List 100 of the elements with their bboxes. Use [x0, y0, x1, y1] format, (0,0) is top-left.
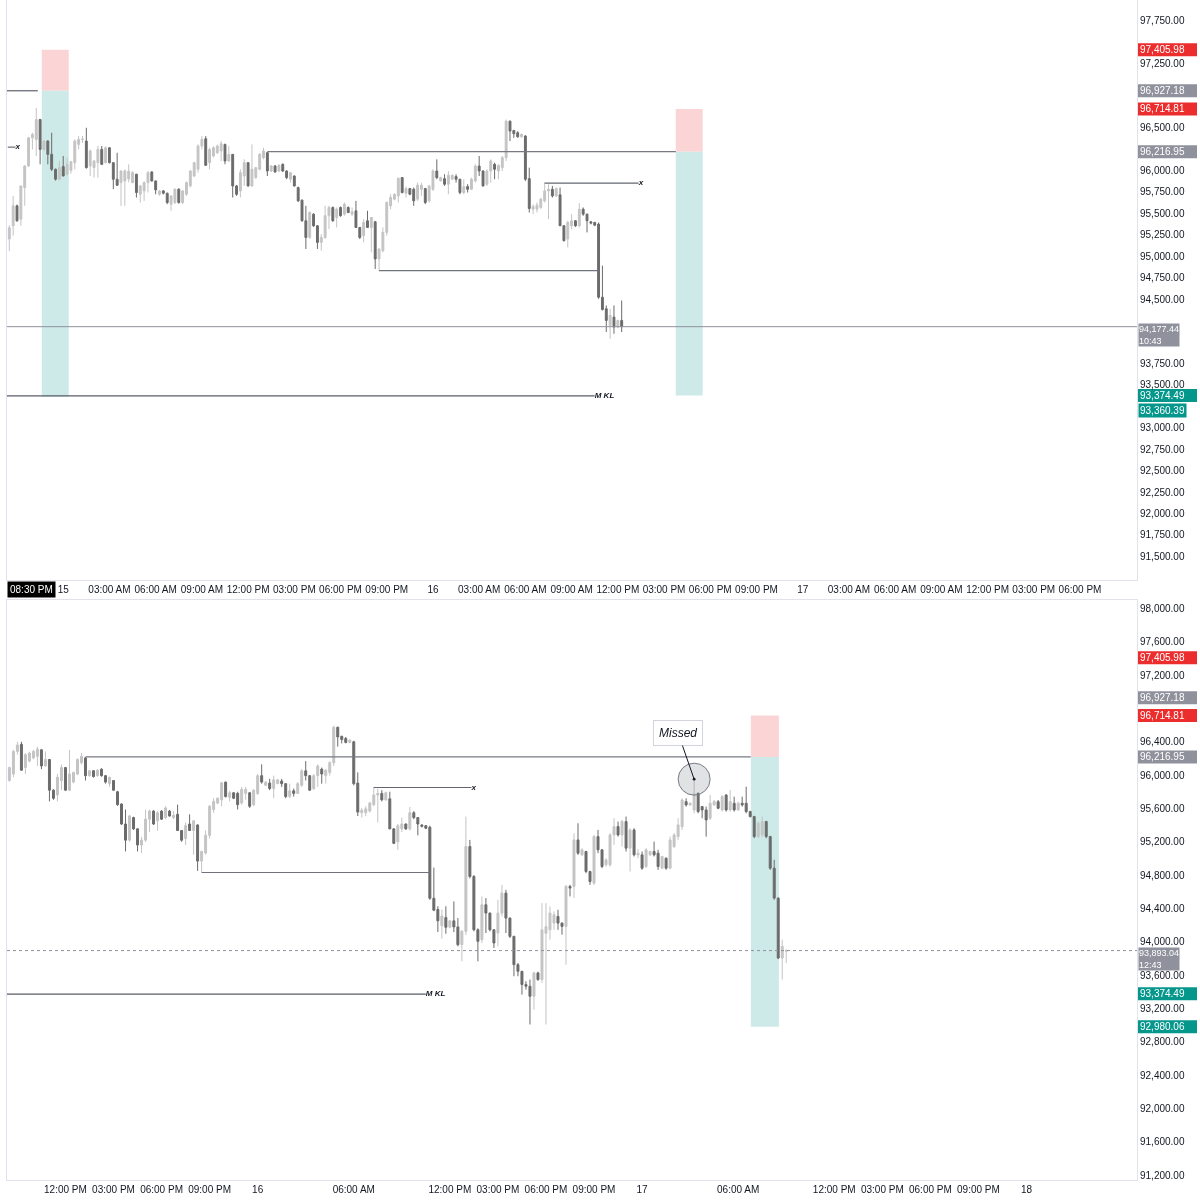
- x-tick-label: 09:00 PM: [572, 1184, 616, 1195]
- candlestick: [92, 769, 95, 778]
- candlestick: [119, 169, 123, 207]
- y-tick-label: 96,000.00: [1140, 769, 1185, 781]
- candlestick: [100, 145, 104, 166]
- y-tick-label: 92,000.00: [1140, 508, 1185, 520]
- candlestick: [240, 786, 244, 806]
- y-tick-label: 93,500.00: [1140, 379, 1185, 391]
- candlestick: [184, 821, 188, 846]
- y-tick-label: 97,600.00: [1140, 636, 1185, 648]
- candlestick: [292, 788, 296, 798]
- candlestick: [720, 794, 724, 813]
- candlestick: [35, 746, 39, 767]
- candlestick: [42, 139, 46, 152]
- y-tick-label: 92,000.00: [1140, 1102, 1185, 1114]
- y-tick-label: 96,000.00: [1140, 164, 1185, 176]
- candlestick: [236, 791, 240, 810]
- candlestick: [7, 224, 11, 252]
- y-tick-label: 92,750.00: [1140, 443, 1185, 455]
- ref-line-label: 94,177.44 10:43: [1139, 324, 1180, 346]
- candlestick: [168, 809, 172, 818]
- candlestick: [412, 187, 416, 207]
- candlestick: [208, 147, 212, 170]
- y-tick-label: 96,216.95: [1140, 146, 1185, 158]
- candlestick: [376, 788, 380, 823]
- y-tick-label: 93,374.49: [1140, 390, 1185, 402]
- candlestick: [331, 206, 335, 223]
- candlestick: [84, 756, 87, 781]
- candlestick: [508, 120, 512, 142]
- candlestick: [264, 780, 268, 786]
- y-tick-label: 95,500.00: [1140, 207, 1185, 219]
- x-tick-label: 12:00 PM: [428, 1184, 472, 1195]
- y-tick-label: 96,714.81: [1140, 709, 1185, 721]
- candlestick: [61, 155, 65, 177]
- candlestick: [231, 153, 235, 199]
- candlestick: [632, 827, 636, 857]
- candlestick: [160, 809, 164, 821]
- candlestick: [364, 805, 368, 817]
- candlestick: [108, 776, 111, 788]
- candlestick: [624, 816, 628, 852]
- candlestick: [384, 791, 388, 802]
- candlestick: [292, 174, 296, 188]
- x-tick-label: 18: [1020, 1184, 1033, 1195]
- candlestick: [224, 781, 228, 798]
- y-tick-label: 93,200.00: [1140, 1002, 1185, 1014]
- y-tick-label: 95,250.00: [1140, 229, 1185, 241]
- y-tick-label: 97,405.98: [1140, 652, 1185, 664]
- y-tick-label: 94,000.00: [1140, 936, 1185, 948]
- candlestick: [164, 805, 168, 820]
- annotation: Missed: [659, 726, 698, 740]
- candlestick: [380, 789, 384, 802]
- candlestick: [736, 801, 740, 812]
- candlestick: [644, 847, 648, 869]
- candlestick: [439, 176, 443, 182]
- candlestick: [63, 766, 67, 792]
- candlestick: [704, 806, 708, 838]
- candlestick: [520, 132, 523, 138]
- x-tick-label: 06:00 AM: [134, 584, 177, 595]
- candlestick: [67, 749, 71, 792]
- candlestick: [134, 173, 138, 199]
- y-tick-label: 91,750.00: [1140, 529, 1185, 541]
- y-tick-label: 91,200.00: [1140, 1169, 1185, 1181]
- y-tick-label: 92,980.06: [1140, 1021, 1185, 1033]
- y-tick-label: 92,800.00: [1140, 1036, 1185, 1048]
- x-tick-label: 06:00 AM: [717, 1184, 760, 1195]
- candlestick: [435, 158, 439, 180]
- candlestick: [165, 192, 169, 205]
- candlestick: [628, 827, 632, 872]
- candlestick: [554, 186, 558, 198]
- y-tick-label: 92,250.00: [1140, 486, 1185, 498]
- candlestick: [408, 806, 412, 831]
- candlestick: [112, 779, 115, 792]
- candlestick: [248, 791, 252, 809]
- x-tick-label: 09:00 AM: [920, 584, 963, 595]
- candlestick: [73, 138, 77, 170]
- candlestick: [96, 768, 99, 778]
- y-tick-label: 97,405.98: [1140, 44, 1185, 56]
- candlestick: [446, 170, 450, 195]
- candlestick: [636, 848, 640, 859]
- candlestick: [268, 778, 272, 791]
- candlestick: [528, 979, 532, 1025]
- candlestick: [536, 971, 540, 982]
- candlestick: [616, 821, 620, 838]
- candlestick: [260, 763, 264, 785]
- series-label: x: [637, 178, 644, 188]
- series-label: x: [14, 142, 21, 152]
- y-tick-label: 95,000.00: [1140, 250, 1185, 262]
- candlestick: [336, 726, 340, 748]
- candlestick: [612, 304, 616, 335]
- candlestick: [732, 796, 736, 813]
- x-tick-label: 12:00 PM: [966, 584, 1009, 595]
- candlestick: [580, 847, 584, 857]
- candlestick: [265, 151, 269, 177]
- candlestick: [728, 789, 732, 813]
- x-tick-label: 06:00 PM: [1058, 584, 1102, 595]
- candlestick: [65, 157, 69, 176]
- x-tick-label: 03:00 PM: [476, 1184, 520, 1195]
- candlestick: [532, 971, 536, 1011]
- y-tick-label: 94,500.00: [1140, 293, 1185, 305]
- candlestick: [443, 173, 446, 187]
